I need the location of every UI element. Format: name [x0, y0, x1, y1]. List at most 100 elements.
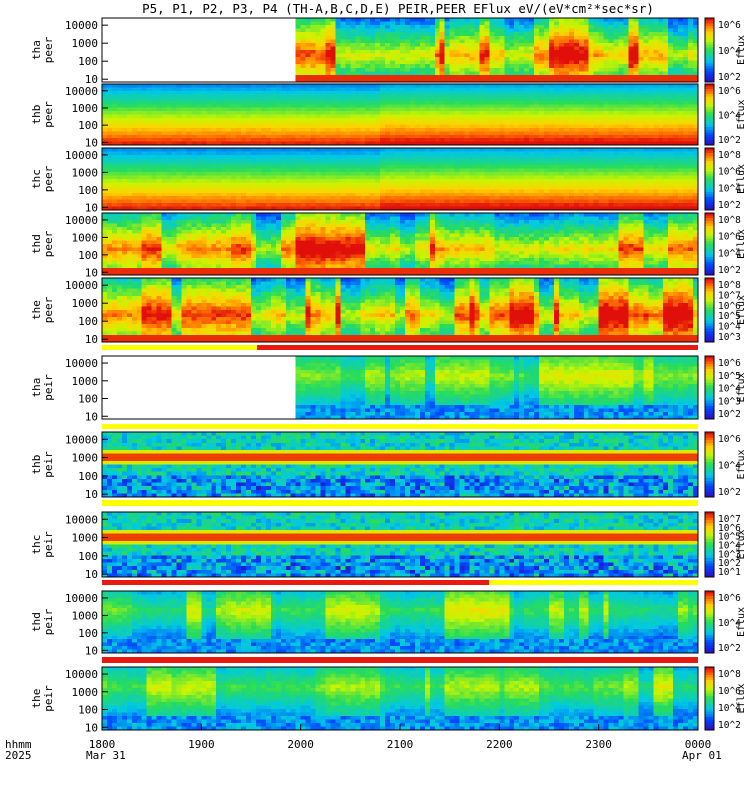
y-tick-label: 10000 [65, 85, 98, 98]
spectrogram-cells [102, 84, 699, 146]
y-tick-label: 10000 [65, 668, 98, 681]
y-tick-label: 10 [85, 266, 98, 279]
spectrogram-cells [102, 667, 699, 731]
color-bar-tick-label: 10^8 [718, 280, 741, 291]
y-tick-label: 1000 [72, 102, 99, 115]
x-tick-label: 2200 [486, 738, 513, 751]
y-tick-label: 10 [85, 568, 98, 581]
y-tick-label: 100 [78, 470, 98, 483]
spectrogram-cells [102, 213, 699, 276]
color-bar-tick-label: 10^8 [718, 150, 741, 161]
y-tick-label: 100 [78, 55, 98, 68]
color-bar-label: Eflux [736, 229, 747, 259]
mode-bar [489, 580, 698, 585]
y-tick-label: 1000 [72, 166, 99, 179]
y-tick-label: 10000 [65, 592, 98, 605]
y-axis-species-label: peer [42, 101, 55, 128]
y-tick-label: 100 [78, 184, 98, 197]
color-bar-tick-label: 10^2 [718, 135, 741, 146]
y-tick-label: 10000 [65, 149, 98, 162]
figure-title: P5, P1, P2, P3, P4 (TH-A,B,C,D,E) PEIR,P… [142, 1, 654, 16]
color-bar-label: Eflux [736, 529, 747, 559]
y-tick-label: 1000 [72, 231, 99, 244]
y-tick-label: 1000 [72, 452, 99, 465]
mode-bar [102, 345, 257, 350]
color-bar-label: Eflux [736, 35, 747, 65]
y-tick-label: 10000 [65, 513, 98, 526]
y-axis-species-label: peer [42, 165, 55, 192]
x-tick-label: 2300 [585, 738, 612, 751]
y-axis-species-label: peir [42, 531, 55, 558]
y-tick-label: 1000 [72, 375, 99, 388]
x-tick-label: 1900 [188, 738, 215, 751]
y-axis-species-label: peir [42, 608, 55, 635]
spectrogram-cells [102, 512, 699, 578]
y-tick-label: 100 [78, 627, 98, 640]
x-tick-label: 2000 [287, 738, 314, 751]
y-axis-species-label: peer [42, 296, 55, 323]
y-tick-label: 100 [78, 704, 98, 717]
y-axis-species-label: peer [42, 230, 55, 257]
color-bar-tick-label: 10^2 [718, 643, 741, 654]
color-bar-tick-label: 10^3 [718, 332, 741, 343]
y-tick-label: 1000 [72, 297, 99, 310]
spectrogram-cells [296, 356, 699, 420]
color-bar-label: Eflux [736, 683, 747, 713]
y-tick-label: 10000 [65, 19, 98, 32]
color-bar-label: Eflux [736, 164, 747, 194]
color-bar-tick-label: 10^2 [718, 200, 741, 211]
y-tick-label: 100 [78, 393, 98, 406]
y-tick-label: 10 [85, 136, 98, 149]
mode-bar [102, 580, 489, 585]
spectrogram-cells [102, 148, 699, 211]
y-tick-label: 10 [85, 201, 98, 214]
color-bar-label: Eflux [736, 372, 747, 402]
y-tick-label: 1000 [72, 532, 99, 545]
color-bar-tick-label: 10^2 [718, 265, 741, 276]
y-tick-label: 10000 [65, 214, 98, 227]
color-bar-tick-label: 10^1 [718, 567, 741, 578]
spectrogram-cells [296, 18, 699, 83]
color-bar-tick-label: 10^6 [718, 358, 741, 369]
y-tick-label: 10 [85, 644, 98, 657]
color-bar-label: Eflux [736, 607, 747, 637]
color-bar-label: Eflux [736, 449, 747, 479]
y-tick-label: 100 [78, 119, 98, 132]
y-tick-label: 10 [85, 410, 98, 423]
x-tick-label: 0000 [685, 738, 712, 751]
color-bar-tick-label: 10^2 [718, 409, 741, 420]
color-bar-tick-label: 10^6 [718, 20, 741, 31]
color-bar-tick-label: 10^2 [718, 487, 741, 498]
y-axis-species-label: peir [42, 451, 55, 478]
color-bar-tick-label: 10^8 [718, 669, 741, 680]
year-label: 2025 [5, 749, 32, 762]
y-axis-species-label: peir [42, 374, 55, 401]
y-tick-label: 10000 [65, 279, 98, 292]
mode-bar [257, 345, 698, 350]
y-tick-label: 10000 [65, 357, 98, 370]
mode-bar [102, 424, 698, 429]
mode-bar [102, 657, 698, 663]
y-tick-label: 1000 [72, 37, 99, 50]
color-bar-tick-label: 10^2 [718, 72, 741, 83]
y-axis-species-label: peer [42, 36, 55, 63]
